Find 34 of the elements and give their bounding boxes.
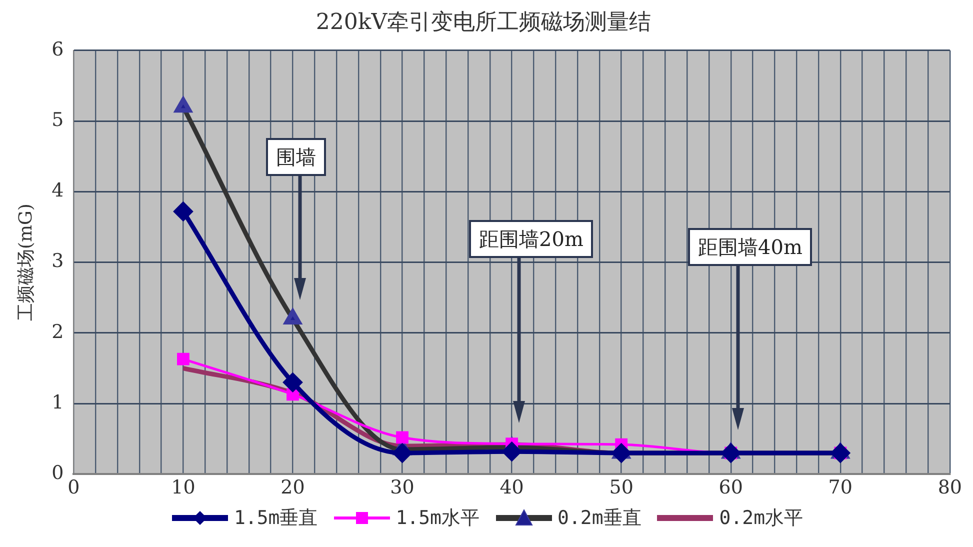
y-tick-label: 1	[52, 392, 64, 414]
x-tick-label: 10	[171, 476, 196, 499]
point	[177, 352, 190, 366]
x-tick-label: 30	[390, 476, 414, 499]
x-tick-label: 20	[280, 476, 305, 499]
y-tick-label: 6	[52, 38, 64, 60]
y-axis-title: 工频磁场(mG)	[15, 204, 36, 322]
legend-label: 1.5m垂直	[234, 506, 318, 531]
x-tick-label: 80	[938, 476, 962, 499]
x-tick-label: 40	[500, 476, 524, 499]
legend-label: 1.5m水平	[396, 506, 480, 531]
annotation: 距围墙40m	[688, 228, 812, 266]
point	[502, 442, 522, 461]
legend-label: 0.2m垂直	[558, 506, 642, 531]
x-tick-label: 60	[718, 476, 743, 499]
point	[393, 444, 412, 462]
point	[396, 431, 408, 444]
y-tick-label: 4	[52, 180, 64, 202]
point	[722, 444, 740, 462]
point	[174, 202, 192, 221]
point	[283, 373, 302, 392]
point	[831, 444, 850, 462]
y-tick-label: 5	[52, 108, 64, 131]
y-tick-label: 3	[52, 250, 64, 272]
legend-label: 0.2m水平	[719, 506, 804, 531]
point	[612, 444, 631, 462]
x-tick-label: 50	[609, 476, 634, 499]
annotation: 围墙	[266, 138, 326, 176]
y-tick-label: 2	[52, 320, 64, 343]
x-tick-label: 70	[828, 476, 852, 499]
annotation: 距围墙20m	[469, 220, 594, 258]
chart-title: 220kV牵引变电所工频磁场测量结	[316, 10, 652, 35]
x-tick-label: 0	[68, 476, 80, 499]
y-tick-label: 0	[52, 462, 64, 484]
